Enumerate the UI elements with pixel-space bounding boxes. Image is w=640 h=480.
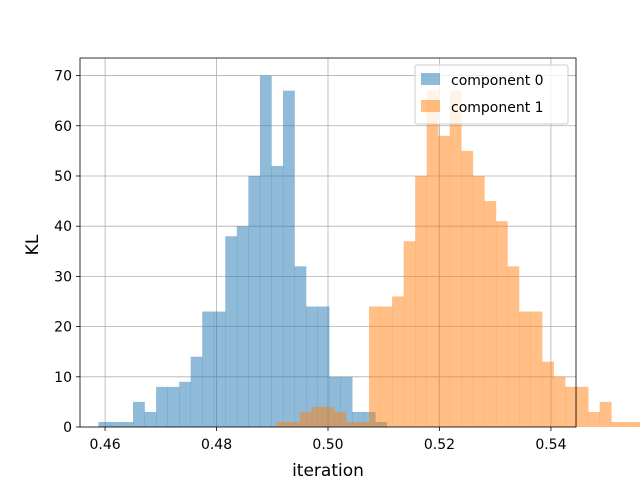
histogram-bar-component-1 <box>461 150 474 427</box>
histogram-bar-component-0 <box>190 356 203 427</box>
histogram-bar-component-0 <box>317 306 330 427</box>
legend-label-component-0: component 0 <box>451 73 544 89</box>
x-tick-label: 0.50 <box>312 437 343 453</box>
histogram-bar-component-1 <box>288 421 301 427</box>
histogram-bar-component-1 <box>322 406 335 427</box>
histogram-bar-component-0 <box>248 175 261 427</box>
histogram-bar-component-0 <box>236 226 249 427</box>
histogram-bar-component-1 <box>634 421 640 427</box>
histogram-bar-component-1 <box>576 386 589 427</box>
histogram-bar-component-1 <box>392 296 404 427</box>
y-axis-label: KL <box>23 234 43 255</box>
histogram-bar-component-0 <box>271 165 284 427</box>
histogram-bar-component-0 <box>259 75 272 428</box>
histogram-bar-component-0 <box>225 236 238 427</box>
legend-swatch-component-1 <box>421 100 440 112</box>
histogram-bar-component-0 <box>132 401 145 427</box>
x-tick-label: 0.46 <box>89 437 120 453</box>
histogram-bar-component-0 <box>352 411 365 427</box>
legend-label-component-1: component 1 <box>451 100 544 116</box>
histogram-bar-component-1 <box>553 376 566 427</box>
histogram-bars <box>98 75 640 428</box>
histogram-bar-component-1 <box>507 266 520 427</box>
histogram-bar-component-1 <box>565 386 577 427</box>
y-tick-label: 30 <box>54 269 72 285</box>
histogram-bar-component-1 <box>449 90 462 427</box>
x-tick-label: 0.54 <box>535 437 566 453</box>
histogram-bar-component-1 <box>472 175 485 427</box>
histogram-bar-component-1 <box>542 361 554 427</box>
histogram-bar-component-0 <box>121 421 134 427</box>
histogram-bar-component-0 <box>156 386 168 427</box>
y-tick-label: 70 <box>54 69 72 85</box>
y-tick-label: 20 <box>54 320 72 336</box>
histogram-bar-component-0 <box>144 411 157 427</box>
histogram-bar-component-1 <box>357 421 370 427</box>
x-tick-label: 0.52 <box>424 437 455 453</box>
histogram-bar-component-0 <box>340 376 353 427</box>
x-axis-label: iteration <box>292 461 364 480</box>
histogram-bar-component-1 <box>403 241 416 427</box>
histogram-bar-component-0 <box>294 266 307 427</box>
histogram-bar-component-1 <box>611 421 624 427</box>
y-tick-label: 50 <box>54 169 72 185</box>
legend-box <box>414 64 569 125</box>
histogram-bar-component-1 <box>484 201 497 427</box>
histogram-bar-component-1 <box>518 311 531 427</box>
histogram-bar-component-0 <box>98 421 111 427</box>
histogram-bar-component-1 <box>299 411 312 427</box>
histogram-bar-component-0 <box>167 386 180 427</box>
x-tick-label: 0.48 <box>201 437 232 453</box>
y-tick-label: 0 <box>63 420 72 436</box>
axis-ticks: 0.46 0.48 0.50 0.52 0.54 0 10 20 30 40 50 60 70 <box>54 69 566 453</box>
histogram-bar-component-1 <box>495 221 508 427</box>
histogram-bar-component-0 <box>329 376 341 427</box>
histogram-bar-component-1 <box>599 401 612 427</box>
y-tick-label: 10 <box>54 370 72 386</box>
histogram-bar-component-0 <box>282 90 295 427</box>
histogram-bar-component-0 <box>179 381 191 427</box>
legend-swatch-component-0 <box>421 73 440 85</box>
histogram-bar-component-1 <box>369 306 381 427</box>
histogram-bar-component-0 <box>109 421 122 427</box>
histogram-bar-component-1 <box>311 406 324 427</box>
histogram-bar-component-1 <box>415 175 427 427</box>
histogram-bar-component-1 <box>334 411 347 427</box>
y-tick-label: 60 <box>54 119 72 135</box>
histogram-bar-component-1 <box>438 135 451 427</box>
histogram-bar-component-1 <box>530 311 543 427</box>
y-tick-label: 40 <box>54 219 72 235</box>
histogram-bar-component-1 <box>622 421 635 427</box>
histogram-bar-component-1 <box>380 306 393 427</box>
legend: component 0 component 1 <box>414 64 569 125</box>
histogram-bar-component-0 <box>202 311 215 427</box>
histogram-bar-component-1 <box>588 411 601 427</box>
histogram-bar-component-0 <box>213 311 226 427</box>
histogram-bar-component-0 <box>306 306 318 427</box>
histogram-bar-component-1 <box>276 421 289 427</box>
histogram-bar-component-1 <box>426 90 439 427</box>
histogram-bar-component-1 <box>345 421 358 427</box>
